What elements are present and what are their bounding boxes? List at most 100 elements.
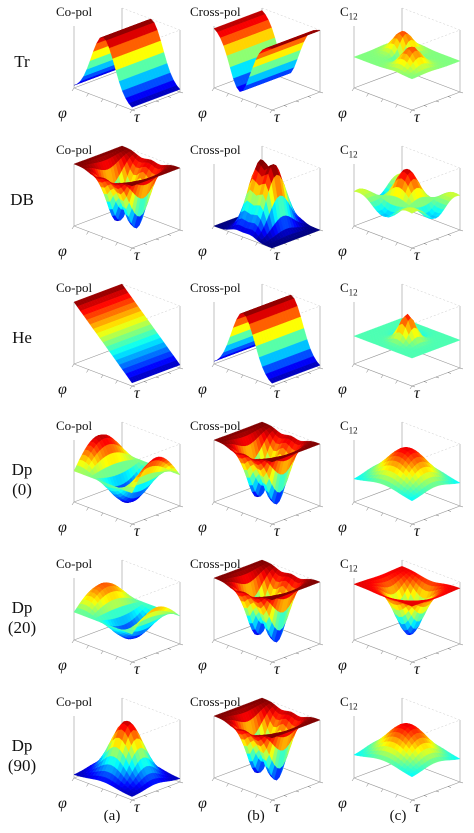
axis-label-tau: τ [134, 661, 140, 678]
panel-title-subscript: 12 [348, 701, 358, 712]
surface-plot [211, 559, 324, 666]
row-label-line: Tr [14, 52, 30, 71]
surface-mesh [73, 283, 181, 384]
panel-title: C12 [340, 280, 358, 298]
surface-panel: Cross-pol φ τ [190, 692, 326, 817]
surface-panel: Co-pol φ τ [56, 554, 186, 679]
surface-plot [351, 559, 464, 666]
surface-mesh [73, 720, 181, 797]
row-label-line: He [12, 328, 32, 347]
axis-label-phi: φ [58, 243, 67, 260]
surface-plot [71, 559, 184, 666]
axis-label-tau: τ [414, 109, 420, 126]
axis-label-phi: φ [198, 243, 207, 260]
surface-panel: Co-pol φ τ [56, 692, 186, 817]
surface-mesh [353, 566, 461, 636]
panel-title: Co-pol [56, 4, 92, 20]
surface-plot [211, 283, 324, 390]
surface-mesh [213, 559, 321, 643]
row-label: Dp (0) [0, 460, 44, 500]
panel-title-text: C [340, 694, 349, 709]
surface-plot [211, 697, 324, 804]
row-label: Tr [0, 52, 44, 72]
panel-title-subscript: 12 [348, 287, 358, 298]
axis-label-tau: τ [274, 109, 280, 126]
axis-label-phi: φ [338, 519, 347, 536]
surface-mesh [73, 582, 181, 640]
panel-title: Co-pol [56, 142, 92, 158]
surface-mesh [213, 697, 321, 781]
panel-title-text: Co-pol [56, 556, 93, 571]
row-label: DB [0, 190, 44, 210]
surface-panel: Co-pol φ τ [56, 278, 186, 403]
surface-panel: C12 φ τ [336, 2, 466, 127]
surface-plot [71, 7, 184, 114]
panel-title: Co-pol [56, 694, 92, 710]
surface-mesh [73, 145, 181, 229]
panel-title-text: Co-pol [56, 418, 93, 433]
surface-plot [351, 7, 464, 114]
surface-plot [211, 421, 324, 528]
panel-title-text: C [340, 556, 349, 571]
surface-plot [351, 697, 464, 804]
column-label: (c) [389, 808, 407, 824]
axis-label-tau: τ [274, 523, 280, 540]
surface-mesh [213, 421, 321, 505]
axis-label-tau: τ [134, 247, 140, 264]
surface-plot [71, 421, 184, 528]
row-label: He [0, 328, 44, 348]
panel-title-text: C [340, 418, 349, 433]
panel-title-text: Co-pol [56, 4, 93, 19]
row-label: Dp (20) [0, 598, 44, 638]
panel-title-text: C [340, 142, 349, 157]
axis-label-tau: τ [414, 799, 420, 816]
panel-title: Cross-pol [190, 280, 241, 296]
surface-plot [211, 145, 324, 252]
axis-label-phi: φ [58, 381, 67, 398]
surface-mesh [353, 168, 461, 219]
panel-title-text: Cross-pol [190, 418, 241, 433]
surface-plot [71, 283, 184, 390]
axis-label-phi: φ [58, 105, 67, 122]
surface-mesh [73, 18, 181, 108]
surface-panel: Co-pol φ τ [56, 2, 186, 127]
panel-title-text: C [340, 4, 349, 19]
axis-label-phi: φ [58, 657, 67, 674]
panel-title: C12 [340, 556, 358, 574]
surface-panel: Co-pol φ τ [56, 416, 186, 541]
panel-title: Co-pol [56, 280, 92, 296]
panel-title-text: Cross-pol [190, 556, 241, 571]
axis-label-phi: φ [198, 105, 207, 122]
surface-panel: Co-pol φ τ [56, 140, 186, 265]
panel-title: Cross-pol [190, 142, 241, 158]
panel-title-subscript: 12 [348, 425, 358, 436]
surface-mesh [353, 723, 461, 778]
panel-title: Cross-pol [190, 556, 241, 572]
panel-title-text: Co-pol [56, 694, 93, 709]
axis-label-tau: τ [414, 661, 420, 678]
panel-title-subscript: 12 [348, 11, 358, 22]
axis-label-tau: τ [134, 385, 140, 402]
surface-panel: C12 φ τ [336, 554, 466, 679]
surface-mesh [353, 447, 461, 502]
panel-title: Co-pol [56, 418, 92, 434]
axis-label-phi: φ [338, 381, 347, 398]
surface-panel: C12 φ τ [336, 278, 466, 403]
surface-mesh [73, 434, 181, 503]
panel-title: Co-pol [56, 556, 92, 572]
row-label-line: DB [10, 190, 34, 209]
surface-panel: Cross-pol φ τ [190, 278, 326, 403]
surface-panel: C12 φ τ [336, 140, 466, 265]
panel-title: Cross-pol [190, 418, 241, 434]
surface-plot [351, 283, 464, 390]
panel-title-text: C [340, 280, 349, 295]
panel-title-text: Cross-pol [190, 4, 241, 19]
panel-title: Cross-pol [190, 4, 241, 20]
axis-label-phi: φ [338, 105, 347, 122]
surface-mesh [353, 313, 461, 359]
axis-label-tau: τ [134, 109, 140, 126]
axis-label-phi: φ [198, 519, 207, 536]
axis-label-tau: τ [274, 385, 280, 402]
axis-label-tau: τ [134, 523, 140, 540]
row-label-line: (90) [7, 756, 37, 775]
